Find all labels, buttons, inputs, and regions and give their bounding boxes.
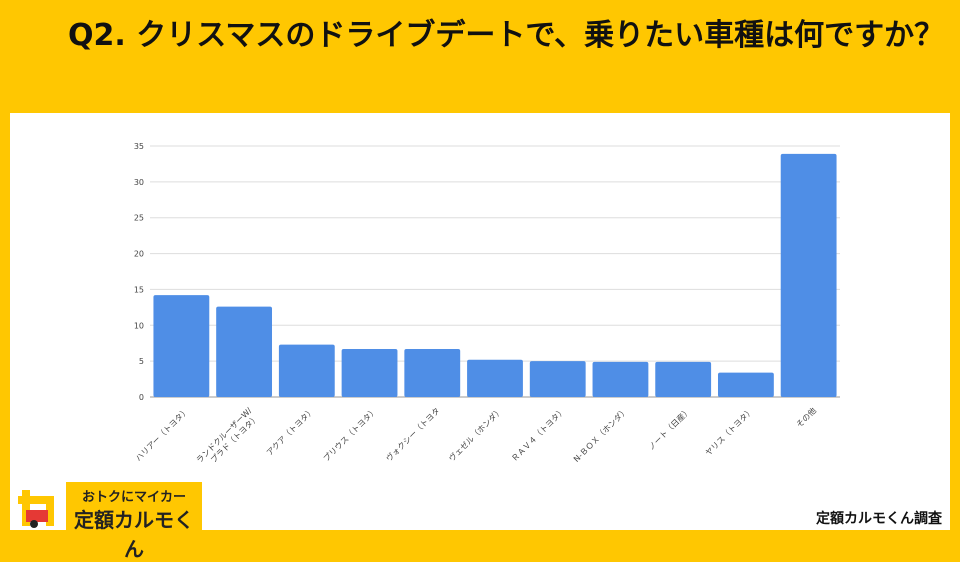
y-tick-label: 35 <box>134 142 144 151</box>
bar <box>341 348 398 397</box>
bar <box>278 344 335 397</box>
bar <box>404 348 461 397</box>
y-tick-label: 5 <box>139 357 144 366</box>
bar-chart: 0 5 10 15 20 25 30 35 ハリアー（トヨタ） ランドクルーザーW/プラド（トヨタ… <box>134 142 840 472</box>
bar <box>153 295 210 397</box>
bar <box>216 306 273 397</box>
page-title: Q2. クリスマスのドライブデートで、乗りたい車種は何ですか？ <box>68 18 945 53</box>
logo: おトクにマイカー 定額カルモくん <box>14 482 202 561</box>
y-tick-label: 15 <box>134 285 144 294</box>
y-tick-label: 10 <box>134 321 144 330</box>
x-tick-label: その他 <box>794 405 818 429</box>
logo-mark-icon <box>14 486 60 530</box>
x-tick-label: アクア（トヨタ） <box>265 406 316 457</box>
y-tick-label: 30 <box>134 178 144 187</box>
bar <box>592 361 649 397</box>
x-tick-label: ヴェゼル（ホンダ） <box>446 405 504 463</box>
bar <box>780 153 837 397</box>
bar <box>655 361 712 397</box>
chart-panel: 0 5 10 15 20 25 30 35 ハリアー（トヨタ） ランドクルーザーW/プラド（トヨタ… <box>10 113 950 530</box>
x-tick-label: ヤリス（トヨタ） <box>704 406 756 458</box>
x-tick-label: ハリアー（トヨタ） <box>134 406 191 463</box>
bar <box>529 361 586 397</box>
x-tick-label: N-ＢＯＸ（ホンダ） <box>571 405 630 464</box>
x-tick-label: ランドクルーザーW/プラド（トヨタ） <box>195 406 261 472</box>
y-tick-label: 20 <box>134 250 144 259</box>
x-tick-label: ＲＡＶ４（トヨタ） <box>510 406 567 463</box>
logo-tagline: おトクにマイカー <box>81 490 186 505</box>
x-tick-label: プリウス（トヨタ） <box>322 406 379 463</box>
y-tick-label: 0 <box>139 393 144 402</box>
bar <box>717 372 774 397</box>
bar <box>467 359 523 397</box>
x-tick-label: ヴォクシー（トヨタ <box>384 405 442 463</box>
x-tick-label: ノート（日産） <box>646 405 693 452</box>
logo-name: 定額カルモくん <box>74 508 194 561</box>
source-note: 定額カルモくん調査 <box>816 511 942 527</box>
y-tick-label: 25 <box>134 214 144 223</box>
